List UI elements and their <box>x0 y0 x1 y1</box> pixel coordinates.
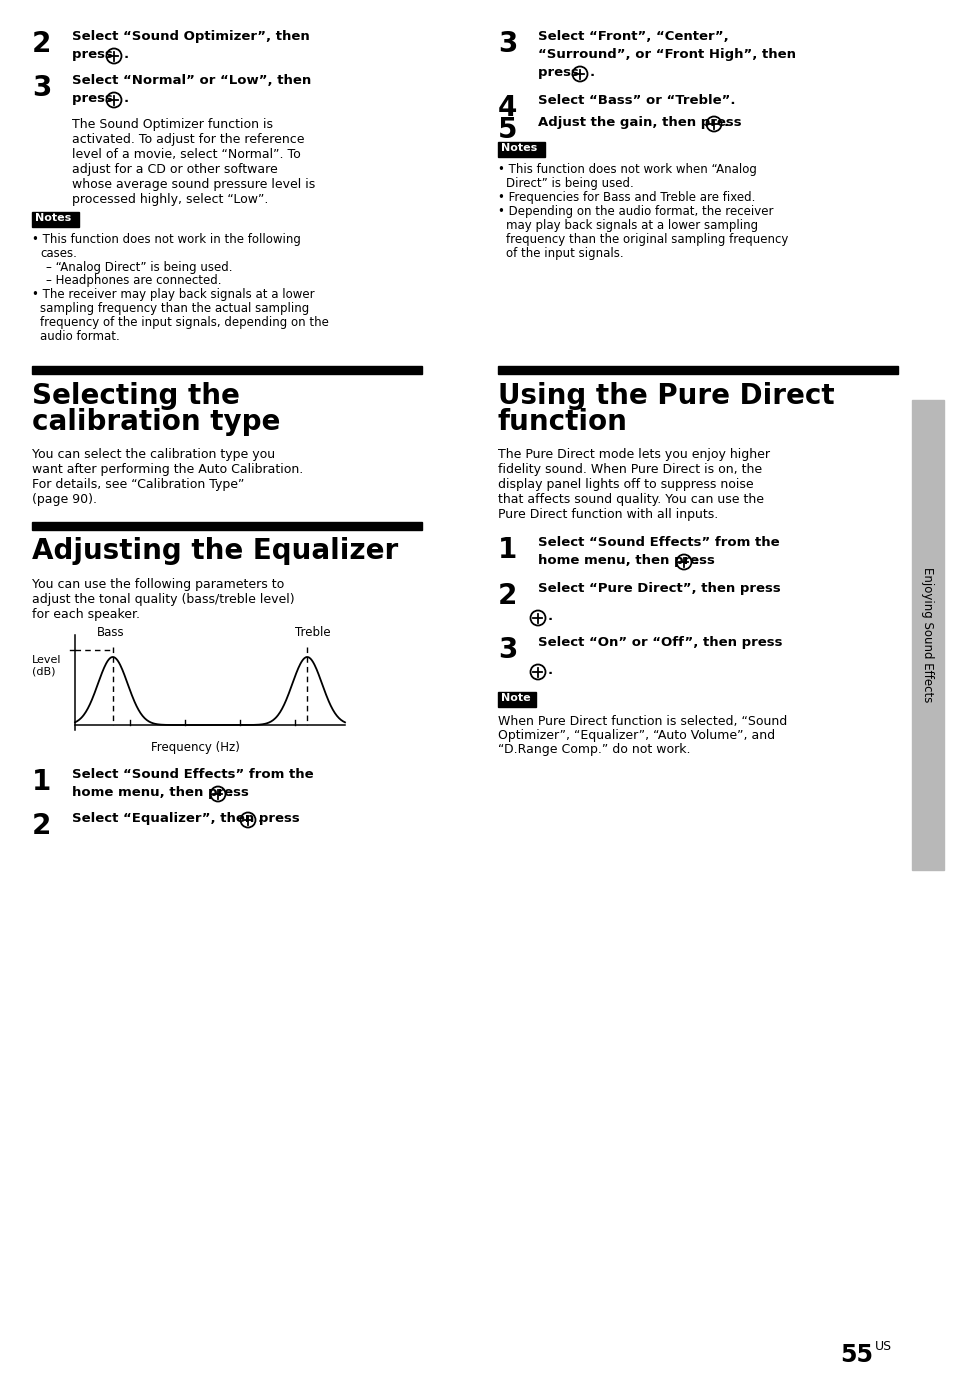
Text: Select “Front”, “Center”,: Select “Front”, “Center”, <box>537 30 728 43</box>
Bar <box>497 367 897 373</box>
Text: 55: 55 <box>840 1343 872 1368</box>
Text: – “Analog Direct” is being used.: – “Analog Direct” is being used. <box>46 261 233 275</box>
Bar <box>32 211 79 227</box>
Text: .: . <box>547 610 553 623</box>
Text: sampling frequency than the actual sampling: sampling frequency than the actual sampl… <box>40 302 309 314</box>
Bar <box>32 367 421 373</box>
Text: activated. To adjust for the reference: activated. To adjust for the reference <box>71 133 304 146</box>
Text: Direct” is being used.: Direct” is being used. <box>505 177 633 189</box>
Text: frequency than the original sampling frequency: frequency than the original sampling fre… <box>505 233 787 246</box>
Text: Note: Note <box>500 693 530 703</box>
Text: For details, see “Calibration Type”: For details, see “Calibration Type” <box>32 478 244 492</box>
Text: home menu, then press: home menu, then press <box>71 785 253 799</box>
Text: .: . <box>723 115 728 129</box>
Text: (dB): (dB) <box>32 667 55 677</box>
Text: Enjoying Sound Effects: Enjoying Sound Effects <box>921 567 934 703</box>
Text: 5: 5 <box>497 115 517 144</box>
Text: press: press <box>537 66 583 80</box>
Text: of the input signals.: of the input signals. <box>505 247 623 259</box>
Text: Frequency (Hz): Frequency (Hz) <box>151 741 239 754</box>
Text: – Headphones are connected.: – Headphones are connected. <box>46 275 221 287</box>
Text: Select “Normal” or “Low”, then: Select “Normal” or “Low”, then <box>71 74 311 86</box>
Text: Select “Sound Effects” from the: Select “Sound Effects” from the <box>537 535 779 549</box>
Text: Notes: Notes <box>35 213 71 222</box>
Text: Select “Pure Direct”, then press: Select “Pure Direct”, then press <box>537 582 780 595</box>
Text: calibration type: calibration type <box>32 408 280 437</box>
Text: .: . <box>257 811 263 825</box>
Bar <box>32 522 421 530</box>
Text: cases.: cases. <box>40 247 77 259</box>
Text: frequency of the input signals, depending on the: frequency of the input signals, dependin… <box>40 316 329 330</box>
Text: Selecting the: Selecting the <box>32 382 239 411</box>
Text: .: . <box>124 48 129 60</box>
Text: .: . <box>124 92 129 104</box>
Bar <box>497 141 544 157</box>
Text: processed highly, select “Low”.: processed highly, select “Low”. <box>71 194 268 206</box>
Text: 1: 1 <box>32 768 51 796</box>
Text: 2: 2 <box>32 811 51 840</box>
Text: • The receiver may play back signals at a lower: • The receiver may play back signals at … <box>32 288 314 301</box>
Text: 4: 4 <box>497 93 517 122</box>
Text: level of a movie, select “Normal”. To: level of a movie, select “Normal”. To <box>71 148 300 161</box>
Text: display panel lights off to suppress noise: display panel lights off to suppress noi… <box>497 478 753 492</box>
Text: The Sound Optimizer function is: The Sound Optimizer function is <box>71 118 273 130</box>
Text: Optimizer”, “Equalizer”, “Auto Volume”, and: Optimizer”, “Equalizer”, “Auto Volume”, … <box>497 729 774 741</box>
Text: adjust for a CD or other software: adjust for a CD or other software <box>71 163 277 176</box>
Text: Pure Direct function with all inputs.: Pure Direct function with all inputs. <box>497 508 718 520</box>
Text: Level: Level <box>32 655 61 665</box>
Text: 2: 2 <box>497 582 517 610</box>
Text: .: . <box>228 785 233 799</box>
Text: 2: 2 <box>32 30 51 58</box>
Text: Select “On” or “Off”, then press: Select “On” or “Off”, then press <box>537 636 781 649</box>
Text: .: . <box>589 66 595 80</box>
Text: Adjusting the Equalizer: Adjusting the Equalizer <box>32 537 397 566</box>
Text: .: . <box>547 665 553 677</box>
Text: US: US <box>874 1340 891 1352</box>
Text: You can use the following parameters to: You can use the following parameters to <box>32 578 284 590</box>
Text: The Pure Direct mode lets you enjoy higher: The Pure Direct mode lets you enjoy high… <box>497 448 769 461</box>
Text: may play back signals at a lower sampling: may play back signals at a lower samplin… <box>505 220 758 232</box>
Text: function: function <box>497 408 627 437</box>
Text: “D.Range Comp.” do not work.: “D.Range Comp.” do not work. <box>497 743 690 757</box>
Text: (page 90).: (page 90). <box>32 493 97 507</box>
Text: When Pure Direct function is selected, “Sound: When Pure Direct function is selected, “… <box>497 715 786 728</box>
Text: Using the Pure Direct: Using the Pure Direct <box>497 382 834 411</box>
Text: 1: 1 <box>497 535 517 564</box>
Text: 3: 3 <box>32 74 51 102</box>
Text: for each speaker.: for each speaker. <box>32 608 140 621</box>
Text: Bass: Bass <box>97 626 125 638</box>
Text: “Surround”, or “Front High”, then: “Surround”, or “Front High”, then <box>537 48 795 60</box>
Bar <box>497 692 536 707</box>
Bar <box>911 400 943 870</box>
Text: want after performing the Auto Calibration.: want after performing the Auto Calibrati… <box>32 463 303 476</box>
Text: whose average sound pressure level is: whose average sound pressure level is <box>71 178 314 191</box>
Text: home menu, then press: home menu, then press <box>537 553 719 567</box>
Text: .: . <box>693 553 699 567</box>
Text: press: press <box>71 48 117 60</box>
Text: You can select the calibration type you: You can select the calibration type you <box>32 448 274 461</box>
Text: adjust the tonal quality (bass/treble level): adjust the tonal quality (bass/treble le… <box>32 593 294 605</box>
Text: that affects sound quality. You can use the: that affects sound quality. You can use … <box>497 493 763 507</box>
Text: • Frequencies for Bass and Treble are fixed.: • Frequencies for Bass and Treble are fi… <box>497 191 755 205</box>
Text: • Depending on the audio format, the receiver: • Depending on the audio format, the rec… <box>497 205 773 218</box>
Text: Treble: Treble <box>294 626 331 638</box>
Text: • This function does not work in the following: • This function does not work in the fol… <box>32 233 300 246</box>
Text: Select “Sound Optimizer”, then: Select “Sound Optimizer”, then <box>71 30 310 43</box>
Text: Adjust the gain, then press: Adjust the gain, then press <box>537 115 745 129</box>
Text: press: press <box>71 92 117 104</box>
Text: Select “Sound Effects” from the: Select “Sound Effects” from the <box>71 768 314 781</box>
Text: • This function does not work when “Analog: • This function does not work when “Anal… <box>497 163 756 176</box>
Text: 3: 3 <box>497 30 517 58</box>
Text: Select “Bass” or “Treble”.: Select “Bass” or “Treble”. <box>537 93 735 107</box>
Text: Notes: Notes <box>500 143 537 152</box>
Text: Select “Equalizer”, then press: Select “Equalizer”, then press <box>71 811 304 825</box>
Text: audio format.: audio format. <box>40 330 120 343</box>
Text: 3: 3 <box>497 636 517 665</box>
Text: fidelity sound. When Pure Direct is on, the: fidelity sound. When Pure Direct is on, … <box>497 463 761 476</box>
